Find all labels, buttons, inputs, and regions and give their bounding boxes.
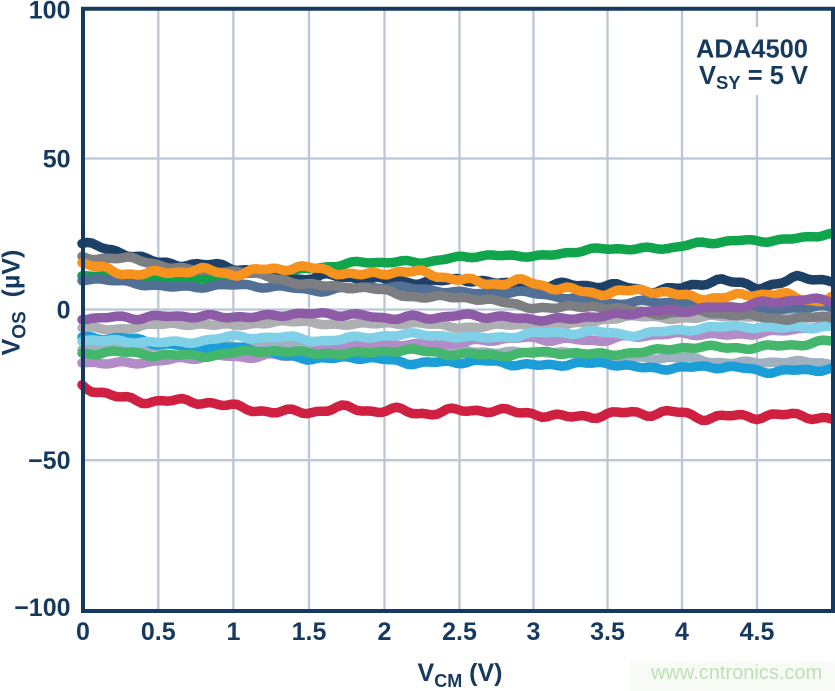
svg-text:0: 0 bbox=[76, 618, 90, 646]
svg-text:VSY = 5 V: VSY = 5 V bbox=[699, 62, 808, 93]
svg-text:VCM (V): VCM (V) bbox=[418, 659, 503, 691]
svg-text:2: 2 bbox=[378, 618, 392, 646]
svg-text:4: 4 bbox=[675, 618, 689, 646]
svg-text:1.5: 1.5 bbox=[292, 618, 327, 646]
svg-text:50: 50 bbox=[43, 146, 71, 174]
svg-text:ADA4500: ADA4500 bbox=[696, 36, 808, 64]
svg-text:3.5: 3.5 bbox=[590, 618, 625, 646]
svg-text:1: 1 bbox=[226, 618, 240, 646]
svg-text:100: 100 bbox=[29, 0, 71, 25]
svg-text:4.5: 4.5 bbox=[740, 618, 775, 646]
svg-text:www.cntronics.com: www.cntronics.com bbox=[650, 662, 822, 684]
svg-text:0.5: 0.5 bbox=[141, 618, 176, 646]
svg-text:3: 3 bbox=[527, 618, 541, 646]
svg-text:−50: −50 bbox=[28, 447, 70, 475]
svg-text:−100: −100 bbox=[14, 594, 70, 622]
svg-text:2.5: 2.5 bbox=[442, 618, 477, 646]
svg-text:0: 0 bbox=[57, 297, 71, 325]
